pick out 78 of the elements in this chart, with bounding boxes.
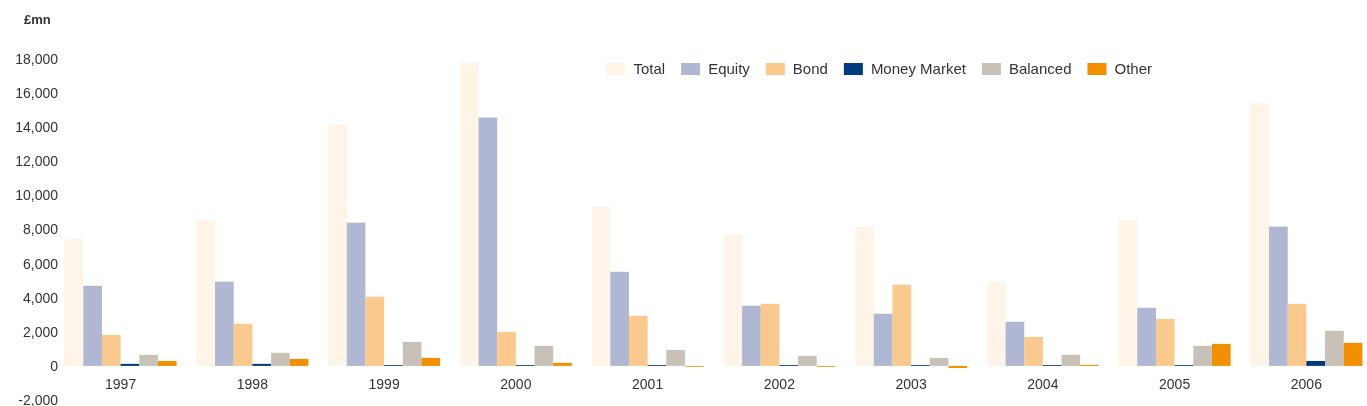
bar: [1024, 336, 1043, 366]
x-tick-label: 2005: [1159, 375, 1191, 392]
bar: [1325, 330, 1344, 366]
bar: [1005, 321, 1025, 366]
x-tick-label: 2004: [1027, 375, 1059, 392]
bar: [1287, 303, 1307, 366]
bar: [1193, 345, 1212, 366]
bar: [1137, 307, 1156, 366]
y-tick-label: 18,000: [15, 50, 59, 67]
x-tick-label: 1997: [105, 375, 137, 392]
bar: [497, 331, 516, 366]
bar: [742, 305, 761, 366]
bar: [986, 281, 1006, 366]
legend-label: Other: [1114, 60, 1152, 77]
x-tick-label: 2001: [632, 375, 664, 392]
bar: [760, 303, 780, 366]
bar: [64, 238, 84, 366]
bar: [591, 206, 611, 366]
y-tick-label: 8,000: [22, 221, 59, 238]
y-tick-label: 16,000: [15, 85, 59, 102]
y-tick-label: 4,000: [22, 289, 59, 306]
bar: [1118, 219, 1138, 366]
bar: [1061, 354, 1081, 366]
bar: [534, 345, 554, 366]
x-tick-label: 2002: [763, 375, 796, 392]
bar: [1306, 360, 1326, 366]
bar: [83, 285, 102, 366]
bar: [929, 357, 949, 366]
y-tick-label: 6,000: [22, 255, 59, 272]
legend-label: Total: [633, 60, 666, 77]
bar: [948, 365, 968, 368]
bar: [271, 352, 290, 366]
y-tick-label: 10,000: [15, 187, 59, 204]
bar: [157, 360, 177, 366]
bar: [873, 313, 893, 366]
y-tick-label: -2,000: [18, 391, 59, 406]
bar: [120, 363, 140, 366]
x-tick-label: 1999: [368, 375, 400, 392]
bar: [139, 354, 158, 366]
y-tick-label: 14,000: [15, 119, 59, 136]
bar: [1155, 318, 1175, 366]
y-axis-title: £mn: [24, 12, 51, 27]
bar: [666, 349, 685, 366]
legend-label: Money Market: [870, 60, 967, 77]
bar: [553, 362, 572, 366]
bar: [892, 284, 912, 366]
bar: [101, 334, 121, 366]
legend-label: Bond: [792, 60, 828, 77]
bar: [723, 234, 743, 366]
x-tick-label: 2003: [895, 375, 927, 392]
bar: [1250, 103, 1270, 366]
x-tick-label: 2006: [1290, 375, 1323, 392]
bar: [1211, 343, 1231, 366]
y-tick-label: 0: [50, 357, 59, 374]
y-tick-label: 12,000: [15, 153, 59, 170]
bar: [402, 341, 422, 366]
bar: [421, 357, 441, 366]
bar: [1269, 226, 1288, 366]
bar: [196, 219, 216, 366]
x-tick-label: 1998: [236, 375, 269, 392]
bar: [478, 117, 498, 366]
y-tick-label: 2,000: [22, 323, 59, 340]
bar: [855, 226, 874, 366]
bar: [798, 355, 817, 366]
bar: [610, 271, 629, 366]
bar: [1343, 342, 1363, 366]
bar: [346, 222, 366, 366]
legend-label: Equity: [708, 60, 751, 77]
bar: [289, 358, 309, 366]
bar: [628, 315, 648, 366]
x-tick-label: 2000: [500, 375, 532, 392]
bar: [459, 62, 479, 366]
bar: [328, 124, 347, 366]
bar: [215, 281, 234, 366]
bar: [365, 296, 385, 366]
bar: [233, 323, 253, 366]
bar: [252, 363, 272, 366]
legend-label: Balanced: [1008, 60, 1072, 77]
